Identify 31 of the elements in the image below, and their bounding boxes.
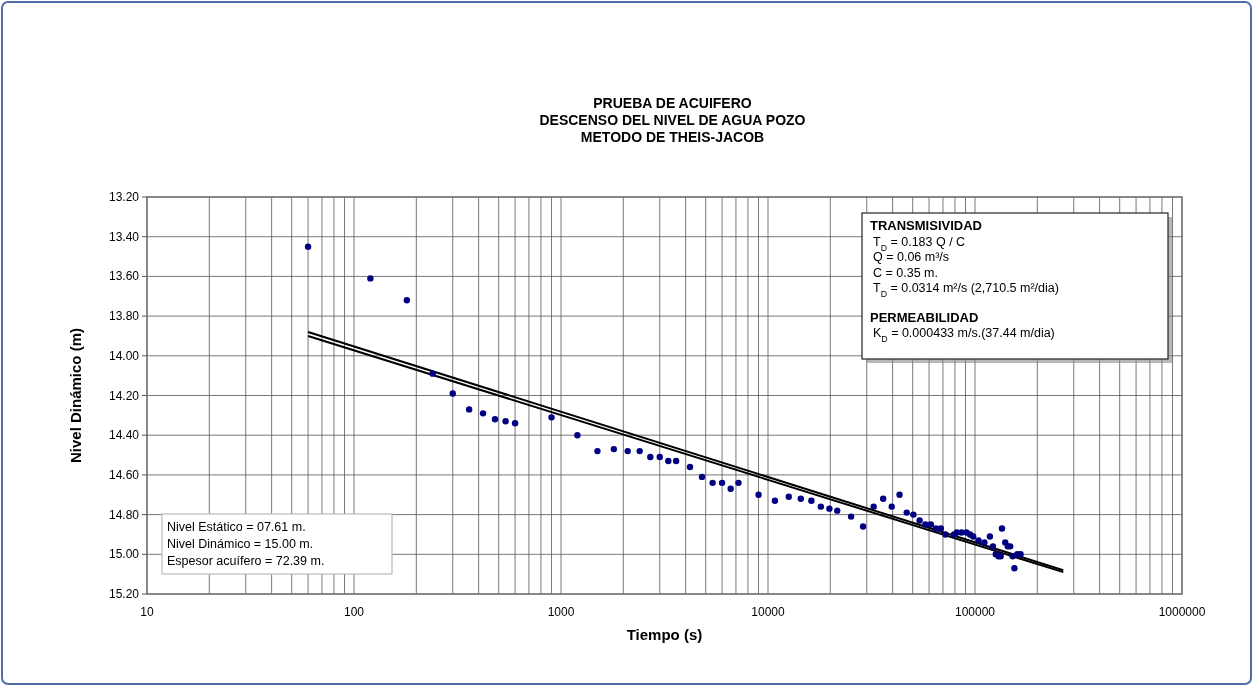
annotation: Nivel Dinámico = 15.00 m. <box>167 537 314 551</box>
y-tick-label: 13.60 <box>108 269 140 284</box>
annotation: Nivel Estático = 07.61 m. <box>167 520 306 534</box>
y-tick-label: 13.80 <box>108 309 140 324</box>
y-axis-title: Nivel Dinámico (m) <box>67 327 84 464</box>
chart-title: PRUEBA DE ACUIFERO DESCENSO DEL NIVEL DE AGUA POZO METODO DE THEIS-JACOB <box>539 95 806 145</box>
y-tick-label: 15.00 <box>108 547 140 562</box>
y-tick-label: 13.40 <box>108 229 140 244</box>
y-tick-label: 14.00 <box>108 348 140 363</box>
y-tick-label: 14.40 <box>108 428 140 443</box>
x-tick-label: 1000 <box>547 605 575 619</box>
annotation: TRANSMISIVIDAD <box>870 218 982 233</box>
annotation: C = 0.35 m. <box>873 265 938 280</box>
annotation: K$_{D}$ = 0.000433 m/s.(37.44 m/dia) <box>873 326 1055 344</box>
annotation: T$_{D}$ = 0.0314 m²/s (2,710.5 m²/dia) <box>873 281 1059 299</box>
annotation: Q = 0.06 m³/s <box>873 250 950 264</box>
y-tick-label: 14.20 <box>108 388 140 403</box>
annotation: T$_{D}$ = 0.183 Q / C <box>873 234 966 253</box>
x-tick-label: 100 <box>343 605 365 619</box>
x-tick-label: 100000 <box>954 605 996 619</box>
x-tick-label: 10000 <box>751 605 786 619</box>
note-box: Nivel Estático = 07.61 m. Nivel Dinámico = 15.00 m. Espesor acuífero = 72.39 m. <box>161 513 393 575</box>
y-tick-label: 14.80 <box>108 507 140 522</box>
x-axis-title: Tiempo (s) <box>626 626 703 643</box>
y-tick-label: 15.20 <box>108 587 140 601</box>
x-tick-label: 10 <box>140 605 154 619</box>
y-tick-label: 14.60 <box>108 467 140 482</box>
x-tick-label: 1000000 <box>1158 605 1206 619</box>
y-tick-label: 13.20 <box>108 190 140 204</box>
annotation: PERMEABILIDAD <box>870 309 979 325</box>
annotation: Espesor acuífero = 72.39 m. <box>167 554 325 568</box>
